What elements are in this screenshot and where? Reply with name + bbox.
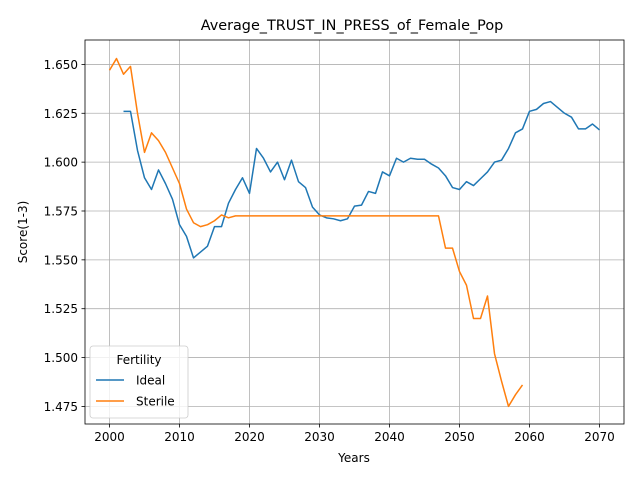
legend-title: Fertility — [116, 353, 161, 367]
plot-frame — [84, 39, 625, 425]
legend-box — [89, 345, 189, 419]
x-tick-label: 2070 — [584, 430, 615, 444]
y-tick-label: 1.650 — [44, 58, 78, 72]
x-tick-label: 2000 — [94, 430, 125, 444]
chart-title: Average_TRUST_IN_PRESS_of_Female_Pop — [201, 18, 504, 34]
legend-label-ideal: Ideal — [136, 374, 165, 388]
legend-label-sterile: Sterile — [136, 395, 175, 409]
x-tick-label: 2010 — [164, 430, 195, 444]
y-tick-label: 1.525 — [44, 302, 78, 316]
x-tick-label: 2040 — [374, 430, 405, 444]
y-tick-label: 1.550 — [44, 253, 78, 267]
series-layer — [108, 57, 600, 408]
y-tick-label: 1.475 — [44, 400, 78, 414]
axes: 2000 2010 2020 2030 2040 2050 2060 2070 1.475 1.5… — [44, 58, 615, 444]
series-line-sterile — [108, 57, 524, 408]
x-tick-label: 2030 — [304, 430, 335, 444]
y-tick-label: 1.575 — [44, 204, 78, 218]
y-tick-label: 1.625 — [44, 107, 78, 121]
x-axis-label: Years — [337, 451, 370, 465]
y-tick-label: 1.500 — [44, 351, 78, 365]
y-tick-label: 1.600 — [44, 156, 78, 170]
x-tick-label: 2060 — [514, 430, 545, 444]
series-line-ideal — [123, 100, 600, 259]
y-axis-label: Score(1-3) — [16, 201, 30, 264]
x-tick-label: 2050 — [444, 430, 475, 444]
x-tick-label: 2020 — [234, 430, 265, 444]
legend: Fertility Ideal Sterile — [89, 345, 189, 419]
